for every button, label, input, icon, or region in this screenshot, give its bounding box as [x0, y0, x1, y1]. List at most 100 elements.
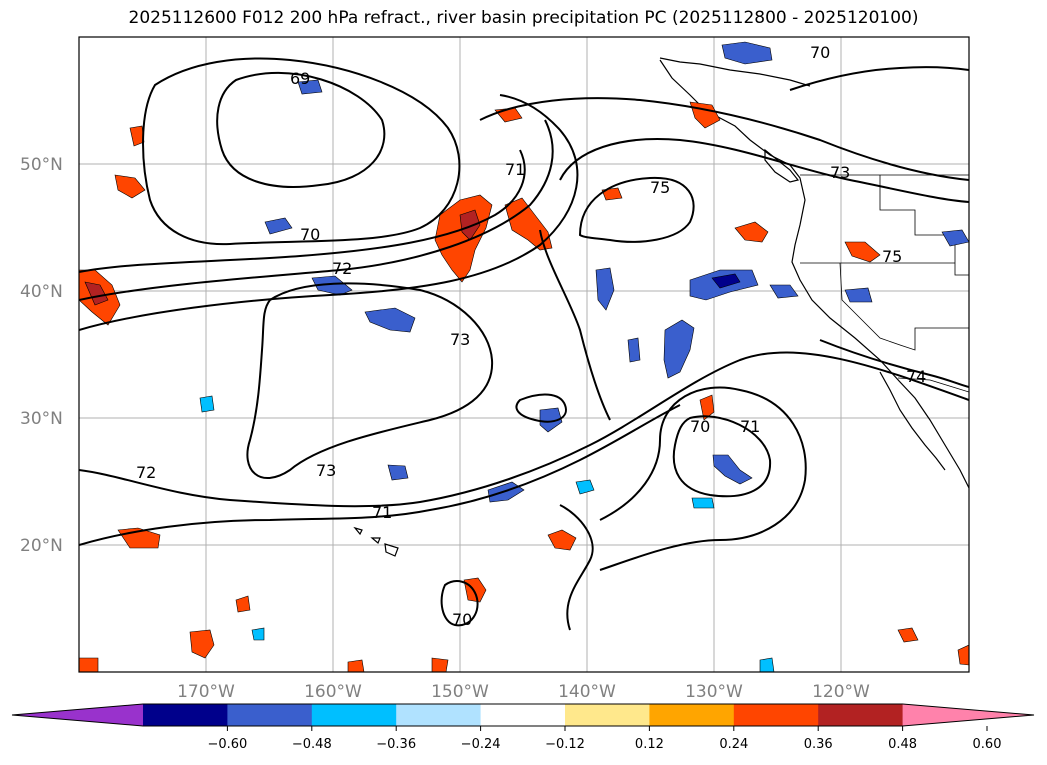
- negative-anomaly: [595, 267, 615, 311]
- negative-anomaly: [759, 657, 775, 672]
- negative-anomaly: [199, 395, 215, 413]
- island: [353, 526, 363, 536]
- lat-label: 20°N: [20, 536, 63, 556]
- map-frame: [78, 36, 970, 673]
- positive-anomaly: [547, 529, 577, 551]
- contour-labels: 69 70 70 70 70 71 71 71 72 72 73 73 73 7…: [136, 43, 926, 629]
- contour-line: [142, 57, 461, 246]
- longitude-labels: 170°W 160°W 150°W 140°W 130°W 120°W: [177, 682, 870, 702]
- colorbar-tick-label: −0.12: [545, 737, 585, 752]
- negative-anomaly: [663, 319, 695, 379]
- contour-line: [599, 386, 807, 571]
- refractivity-contours: [79, 57, 969, 631]
- negative-anomaly: [769, 284, 799, 299]
- colorbar: −0.60 −0.48 −0.36 −0.24 −0.12 0.12 0.24 0.36 0.4…: [11, 703, 1035, 752]
- contour-line: [79, 351, 969, 508]
- contour-line: [559, 504, 594, 631]
- colorbar-segment: [733, 704, 819, 726]
- contour-label: 73: [450, 330, 470, 349]
- negative-anomaly: [712, 454, 753, 485]
- borders: [800, 174, 969, 393]
- positive-anomaly: [235, 595, 251, 613]
- colorbar-segment: [143, 704, 228, 726]
- colorbar-segment: [818, 704, 904, 726]
- positive-anomaly: [347, 659, 365, 672]
- contour-label: 70: [690, 417, 710, 436]
- baja-california-coast: [879, 371, 946, 471]
- negative-anomaly: [711, 273, 741, 289]
- positive-anomaly: [431, 657, 449, 672]
- contour-line: [246, 282, 494, 480]
- contour-label: 74: [906, 367, 926, 386]
- lon-label: 120°W: [812, 682, 870, 702]
- contour-line: [578, 176, 695, 243]
- island: [370, 537, 381, 544]
- alaska-coast: [659, 57, 811, 87]
- positive-anomaly: [504, 197, 553, 251]
- colorbar-outline: [11, 703, 1035, 727]
- contour-label: 70: [300, 225, 320, 244]
- colorbar-extend-max: [902, 704, 1034, 726]
- lat-label: 30°N: [20, 409, 63, 429]
- colorbar-tick-label: −0.48: [292, 737, 332, 752]
- colorbar-tick-label: −0.36: [376, 737, 416, 752]
- latitude-labels: 20°N 30°N 40°N 50°N: [20, 155, 63, 556]
- lon-label: 140°W: [558, 682, 616, 702]
- negative-anomaly: [721, 41, 773, 65]
- island: [384, 543, 399, 557]
- contour-label: 73: [830, 163, 850, 182]
- lon-label: 170°W: [177, 682, 235, 702]
- colorbar-segment: [396, 704, 482, 726]
- precip-shading: [79, 41, 969, 672]
- positive-anomaly: [79, 657, 99, 672]
- lon-label: 150°W: [431, 682, 489, 702]
- colorbar-segment: [311, 704, 397, 726]
- positive-anomaly: [463, 577, 487, 603]
- colorbar-tick-label: 0.36: [804, 737, 833, 752]
- contour-label: 69: [290, 69, 310, 88]
- contour-label: 71: [505, 160, 525, 179]
- contour-line: [79, 119, 554, 301]
- map-title: 2025112600 F012 200 hPa refract., river …: [128, 8, 919, 28]
- hawaiian-islands: [353, 526, 399, 557]
- contour-label: 70: [452, 610, 472, 629]
- state-border: [839, 262, 969, 351]
- contour-line: [559, 138, 969, 203]
- positive-anomaly: [844, 241, 881, 263]
- contour-line: [539, 229, 611, 421]
- colorbar-tick-label: 0.12: [635, 737, 664, 752]
- contour-line: [79, 149, 526, 273]
- negative-anomaly: [627, 337, 641, 363]
- contour-line: [479, 97, 969, 181]
- contour-line: [672, 415, 772, 498]
- state-border: [879, 175, 969, 276]
- negative-anomaly: [539, 407, 563, 433]
- contour-label: 72: [136, 463, 156, 482]
- map-plot-area: [79, 37, 969, 672]
- north-america-coast: [659, 59, 969, 489]
- colorbar-segment: [649, 704, 735, 726]
- contour-label: 70: [810, 43, 830, 62]
- negative-anomaly: [387, 464, 409, 481]
- positive-anomaly: [957, 644, 969, 666]
- colorbar-tick-label: −0.24: [461, 737, 501, 752]
- contour-line: [819, 339, 969, 388]
- contour-label: 71: [740, 417, 760, 436]
- contour-line: [789, 66, 969, 91]
- negative-anomaly: [364, 307, 416, 333]
- negative-anomaly: [575, 479, 595, 495]
- contour-label: 72: [332, 259, 352, 278]
- contour-label: 75: [650, 178, 670, 197]
- positive-anomaly: [699, 394, 715, 421]
- colorbar-extend-min: [12, 704, 143, 726]
- contour-line: [79, 94, 579, 331]
- contour-label: 73: [316, 461, 336, 480]
- negative-anomaly: [941, 229, 969, 247]
- positive-anomaly: [434, 194, 493, 283]
- negative-anomaly: [844, 287, 873, 303]
- negative-anomaly: [251, 627, 265, 641]
- positive-anomaly: [601, 187, 623, 201]
- positive-anomaly: [114, 174, 146, 199]
- positive-anomaly: [734, 221, 769, 243]
